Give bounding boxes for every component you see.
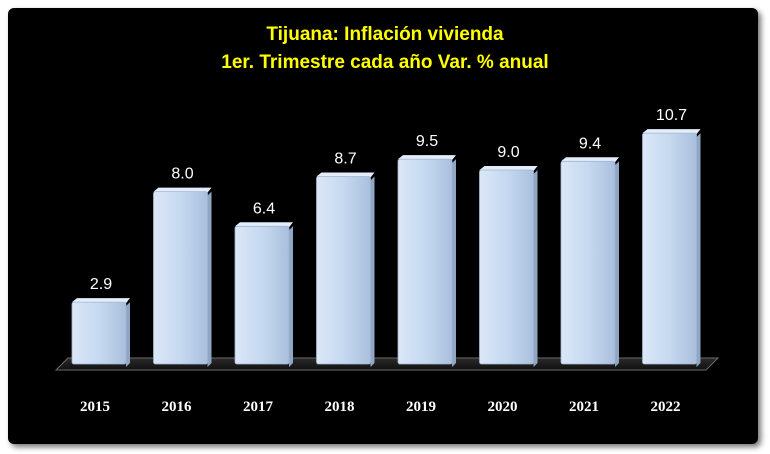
x-tick-label-2016: 2016 [162,399,193,415]
bar-2016 [153,187,212,367]
bar-2020 [479,165,538,367]
data-label-2017: 6.4 [253,200,275,217]
x-tick-label-2022: 2022 [651,399,681,415]
data-label-2018: 8.7 [334,150,356,167]
data-label-2019: 9.5 [416,133,438,150]
x-tick-label-2021: 2021 [569,399,599,415]
x-tick-label-2015: 2015 [80,399,110,415]
x-tick-label-2017: 2017 [243,399,274,415]
chart-subtitle: 1er. Trimestre cada año Var. % anual [221,52,549,73]
x-tick-label-2020: 2020 [488,399,518,415]
bar-2019 [397,155,456,367]
x-tick-label-2018: 2018 [325,399,355,415]
bar-2015 [71,298,130,367]
bar-2021 [560,157,619,367]
data-label-2015: 2.9 [90,276,112,293]
data-label-2021: 9.4 [579,135,601,152]
x-tick-label-2019: 2019 [406,399,436,415]
data-label-2020: 9.0 [497,144,519,161]
chart-frame [8,8,758,444]
bar-2022 [642,129,701,367]
data-label-2022: 10.7 [656,107,687,124]
bar-2017 [234,222,293,367]
bar-2018 [316,172,375,367]
chart-title: Tijuana: Inflación vivienda [266,24,504,45]
data-label-2016: 8.0 [171,166,193,183]
